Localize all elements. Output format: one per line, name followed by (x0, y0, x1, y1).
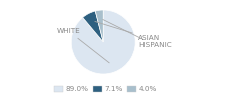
Wedge shape (95, 10, 103, 42)
Text: WHITE: WHITE (56, 28, 109, 63)
Text: ASIAN: ASIAN (95, 22, 160, 41)
Wedge shape (83, 11, 103, 42)
Text: HISPANIC: HISPANIC (103, 19, 172, 48)
Wedge shape (71, 10, 135, 74)
Legend: 89.0%, 7.1%, 4.0%: 89.0%, 7.1%, 4.0% (51, 83, 160, 95)
